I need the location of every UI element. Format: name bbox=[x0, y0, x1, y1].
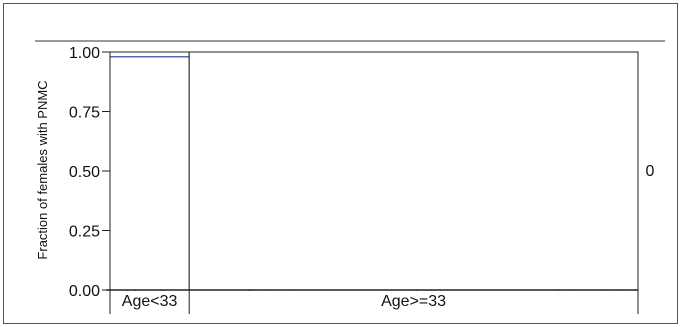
category-label-1: Age>=33 bbox=[381, 293, 446, 310]
x-axis-categories: Age<33 Age>=33 bbox=[106, 289, 639, 314]
right-level-label: 0 bbox=[646, 163, 655, 180]
y-tick-label: 0.00 bbox=[69, 283, 100, 300]
mosaic-tiles bbox=[109, 51, 639, 291]
y-tick-label: 0.25 bbox=[69, 224, 100, 241]
figure-border bbox=[3, 3, 678, 324]
tile-1-col-0 bbox=[110, 52, 190, 57]
y-tick-label: 1.00 bbox=[69, 45, 100, 62]
y-axis: 0.00 0.25 0.50 0.75 1.00 bbox=[69, 45, 111, 300]
category-label-0: Age<33 bbox=[122, 293, 178, 310]
tile-0-col-1 bbox=[189, 52, 638, 290]
tile-0-col-0 bbox=[110, 56, 190, 291]
y-tick-label: 0.75 bbox=[69, 105, 100, 122]
y-axis-title: Fraction of females with PNMC bbox=[35, 80, 50, 259]
y-tick-label: 0.50 bbox=[69, 164, 100, 181]
